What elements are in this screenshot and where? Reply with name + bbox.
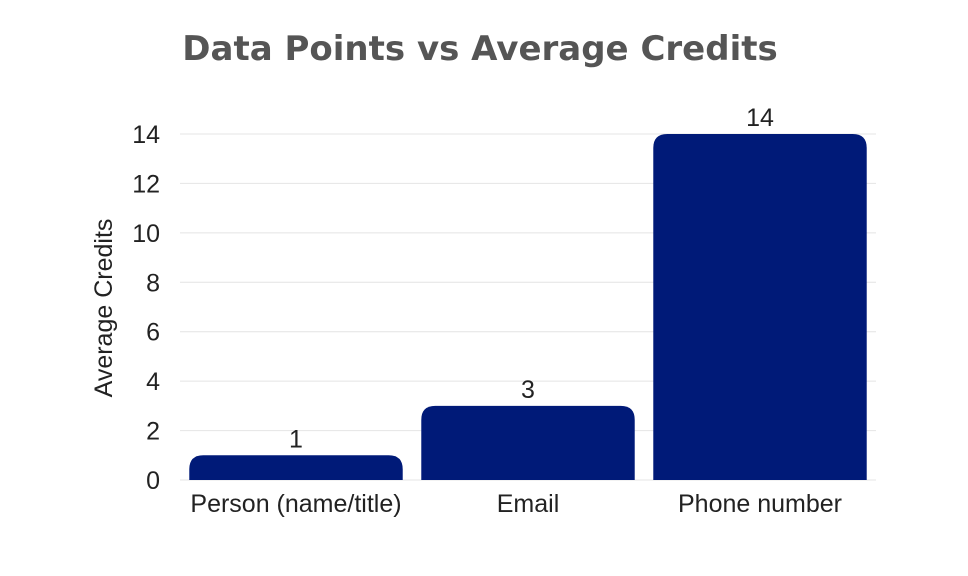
gridlines [180,133,876,481]
y-tick-label: 14 [132,121,160,149]
y-tick-label: 12 [132,170,160,198]
x-category-label: Person (name/title) [190,490,401,518]
chart-title: Data Points vs Average Credits [182,29,777,69]
y-tick-label: 6 [146,319,160,347]
y-tick-label: 10 [132,220,160,248]
x-axis-categories: Person (name/title) Email Phone number [190,490,842,518]
y-axis-ticks: 0 2 4 6 8 10 12 14 [132,121,160,495]
x-category-label: Phone number [678,490,842,518]
y-tick-label: 2 [146,418,160,446]
bar-value-label: 1 [289,425,303,453]
y-axis-title: Average Credits [90,219,118,398]
x-category-label: Email [497,490,560,518]
bar-person-name-title [189,455,403,480]
y-tick-label: 8 [146,269,160,297]
value-labels: 1 3 14 [289,104,774,453]
y-tick-label: 4 [146,368,160,396]
y-tick-label: 0 [146,467,160,495]
bars [189,134,867,480]
bar-value-label: 3 [521,376,535,404]
bar-value-label: 14 [746,104,774,132]
bar-email [421,405,635,480]
bar-phone-number [653,134,867,480]
